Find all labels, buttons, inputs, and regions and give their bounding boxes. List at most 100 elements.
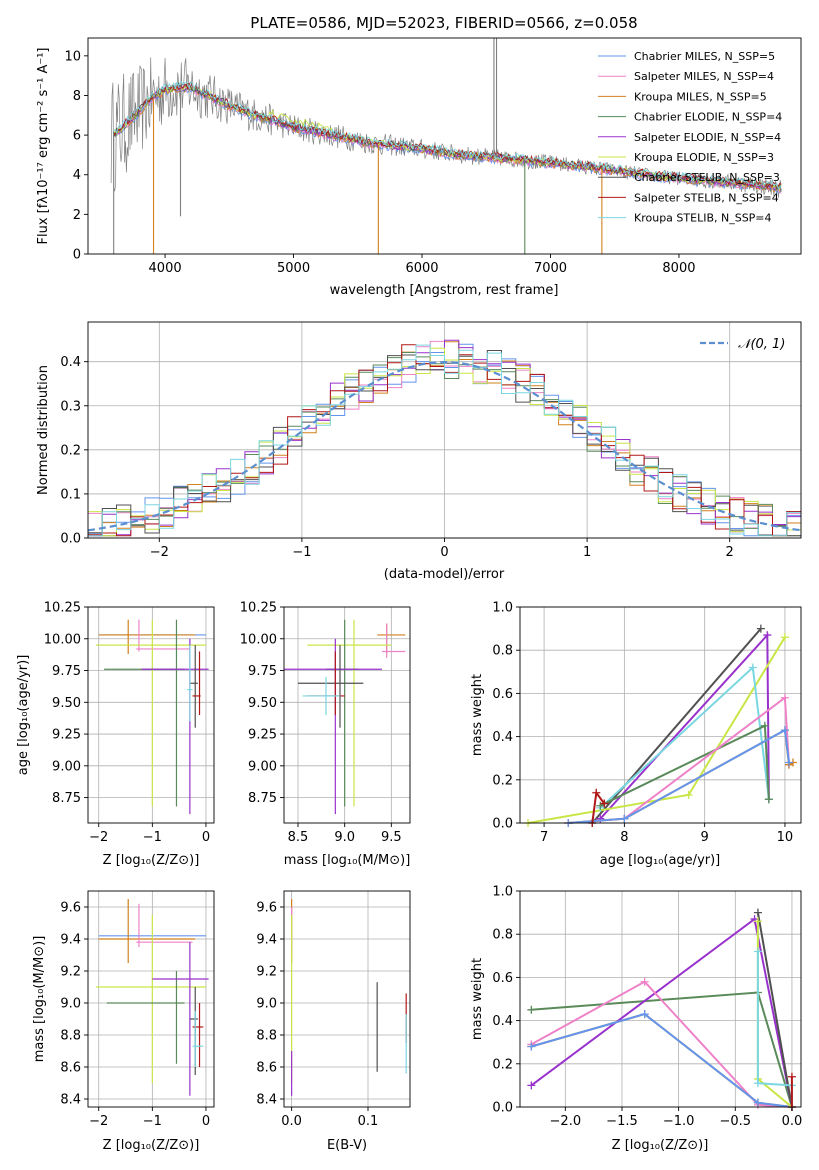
mass-vs-Z-axes-frame xyxy=(87,890,215,1108)
spectrum-axes-frame xyxy=(87,37,802,255)
y-tick-label: 9.4 xyxy=(60,933,81,948)
y-tick-label: 0.2 xyxy=(492,1057,513,1072)
y-tick-label: 0.2 xyxy=(492,773,513,788)
mass-weight-marker-chabrier_stelib xyxy=(756,624,765,633)
x-tick-label: −2 xyxy=(150,545,169,560)
y-tick-label: 0.6 xyxy=(492,971,513,986)
normal-curve-legend-label: 𝒩(0, 1) xyxy=(738,337,785,352)
legend-label-salpeter_miles: Salpeter MILES, N_SSP=4 xyxy=(634,70,774,83)
y-tick-label: 8.8 xyxy=(60,1029,81,1044)
y-tick-label: 4 xyxy=(73,168,81,183)
y-tick-label: 9.75 xyxy=(248,664,277,679)
age-vs-Z-ylabel: age [log₁₀(age/yr)] xyxy=(16,655,31,776)
x-tick-label: −1.0 xyxy=(663,1114,695,1129)
x-tick-label: 0.1 xyxy=(358,1114,379,1129)
y-tick-label: 0.8 xyxy=(492,928,513,943)
x-tick-label: 8000 xyxy=(662,261,695,276)
y-tick-label: 1.0 xyxy=(492,601,513,616)
x-tick-label: 7 xyxy=(540,830,548,845)
y-tick-label: 2 xyxy=(73,208,81,223)
y-tick-label: 9.50 xyxy=(248,696,277,711)
y-tick-label: 8.75 xyxy=(248,791,277,806)
y-tick-label: 9.00 xyxy=(248,759,277,774)
model-spectrum-chabrier_miles xyxy=(113,85,782,195)
legend-label-kroupa_stelib: Kroupa STELIB, N_SSP=4 xyxy=(634,212,772,225)
mass-weight-marker-chabrier_miles xyxy=(640,1010,649,1019)
legend-label-chabrier_stelib: Chabrier STELIB, N_SSP=3 xyxy=(634,171,780,184)
histogram-ylabel: Normed distribution xyxy=(36,365,51,495)
mass-weight-marker-salpeter_elodie xyxy=(763,631,772,640)
spectrum-legend: Chabrier MILES, N_SSP=5 Salpeter MILES, N… xyxy=(598,50,782,225)
x-tick-label: 0 xyxy=(202,830,210,845)
y-tick-label: 0.4 xyxy=(60,355,81,370)
y-tick-label: 8.4 xyxy=(256,1093,277,1108)
x-tick-label: 4000 xyxy=(149,261,182,276)
y-tick-label: 0 xyxy=(73,248,81,263)
spectrum-lines xyxy=(110,38,782,254)
y-tick-label: 0.6 xyxy=(492,687,513,702)
y-tick-label: 10.25 xyxy=(44,601,81,616)
age-vs-metallicity-panel: −2 −1 0 8.75 9.00 9.25 9.50 9.75 10.00 10.25 Z [l… xyxy=(16,601,215,868)
histogram-xlabel: (data-model)/error xyxy=(384,567,505,582)
mass-weight-line-chabrier_stelib xyxy=(756,912,793,1108)
x-tick-label: 8.5 xyxy=(288,830,309,845)
legend-label-chabrier_miles: Chabrier MILES, N_SSP=5 xyxy=(634,50,775,63)
residual-histogram-panel: −2 −1 0 1 2 0.0 0.1 0.2 0.3 0.4 (data-model)/erro… xyxy=(36,321,802,582)
mass-weight-vs-age-axes-frame xyxy=(519,606,802,824)
x-tick-label: −2 xyxy=(89,1114,108,1129)
mass-weight-marker-chabrier_elodie xyxy=(527,1005,536,1014)
age-vs-mass-xlabel: mass [log₁₀(M/M⊙)] xyxy=(284,853,411,868)
model-spectrum-kroupa_stelib xyxy=(113,80,782,190)
age-vs-mass-panel: 8.5 9.0 9.58.759.009.259.509.7510.0010.25 … xyxy=(240,601,411,868)
mass-weight-line-chabrier_miles xyxy=(568,728,790,824)
x-tick-label: −0.5 xyxy=(719,1114,751,1129)
mass-weight-marker-kroupa_elodie xyxy=(780,633,789,642)
error-bars xyxy=(291,899,407,1096)
legend-label-kroupa_elodie: Kroupa ELODIE, N_SSP=3 xyxy=(634,151,774,164)
mass-weight-vs-Z-axes-frame xyxy=(519,890,802,1108)
spectrum-xlabel: wavelength [Angstrom, rest frame] xyxy=(330,283,559,298)
mass-vs-Z-ylabel: mass [log₁₀(M/M⊙)] xyxy=(32,936,47,1063)
spectrum-ylabel: Flux [fλ10⁻¹⁷ erg cm⁻² s⁻¹ A⁻¹] xyxy=(36,48,51,245)
y-tick-label: 0.8 xyxy=(492,644,513,659)
mass-vs-Z-xlabel: Z [log₁₀(Z/Z⊙)] xyxy=(103,1138,200,1153)
error-bars xyxy=(284,619,406,815)
y-tick-label: 10.00 xyxy=(240,632,277,647)
y-tick-label: 9.00 xyxy=(52,759,81,774)
y-tick-label: 1.0 xyxy=(492,885,513,900)
x-tick-label: 9.0 xyxy=(334,830,355,845)
mass-weight-marker-salpeter_stelib xyxy=(600,799,609,808)
mass-weight-marker-kroupa_stelib xyxy=(753,947,762,956)
mass-weight-line-salpeter_miles xyxy=(530,980,792,1108)
x-tick-label: 10 xyxy=(777,830,794,845)
mass-weight-line-chabrier_miles xyxy=(531,1012,793,1108)
mass-weight-marker-chabrier_elodie xyxy=(764,795,773,804)
y-tick-label: 9.4 xyxy=(256,933,277,948)
mass-weight-marker-chabrier_stelib xyxy=(753,908,762,917)
mass-vs-metallicity-panel: −2 −1 0 8.4 8.6 8.8 9.0 9.2 9.4 9.6 Z [log₁₀(Z/Z⊙… xyxy=(32,890,215,1153)
histogram-steps xyxy=(88,339,801,537)
y-tick-label: 8 xyxy=(73,89,81,104)
x-tick-label: 2 xyxy=(726,545,734,560)
x-tick-label: −2 xyxy=(89,830,108,845)
x-tick-label: 7000 xyxy=(534,261,567,276)
x-tick-label: 0 xyxy=(202,1114,210,1129)
y-tick-label: 0.0 xyxy=(492,817,513,832)
x-tick-label: −1 xyxy=(292,545,311,560)
x-tick-label: 0.0 xyxy=(782,1114,803,1129)
age-vs-Z-xlabel: Z [log₁₀(Z/Z⊙)] xyxy=(103,853,200,868)
x-tick-label: 5000 xyxy=(277,261,310,276)
mass-weight-marker-salpeter_stelib xyxy=(592,788,601,797)
y-tick-label: 0.3 xyxy=(60,399,81,414)
mass-weight-marker-kroupa_stelib xyxy=(748,663,757,672)
mass-weight-marker-salpeter_elodie xyxy=(527,1081,536,1090)
spectrum-title: PLATE=0586, MJD=52023, FIBERID=0566, z=0… xyxy=(250,14,637,32)
y-tick-label: 9.2 xyxy=(256,965,277,980)
legend-label-salpeter_stelib: Salpeter STELIB, N_SSP=4 xyxy=(634,191,779,204)
x-tick-label: 0 xyxy=(440,545,448,560)
x-tick-label: 9.5 xyxy=(381,830,402,845)
mass-weight-vs-age-ylabel: mass weight xyxy=(470,674,485,756)
y-tick-label: 9.25 xyxy=(52,728,81,743)
legend-label-kroupa_miles: Kroupa MILES, N_SSP=5 xyxy=(634,90,767,103)
mass-weight-marker-salpeter_miles xyxy=(640,977,649,986)
